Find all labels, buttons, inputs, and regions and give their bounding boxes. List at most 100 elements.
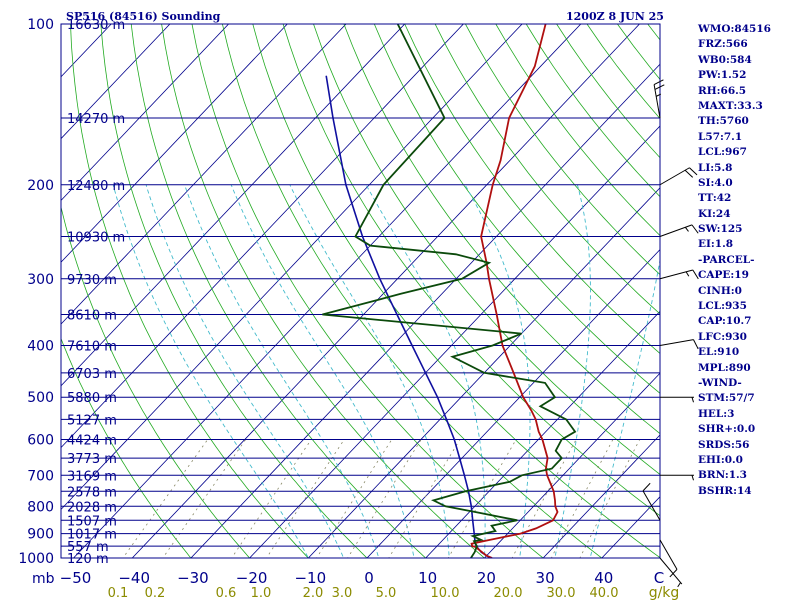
dewpoint-trace [322, 24, 577, 558]
index-item: SHR+:0.0 [698, 423, 756, 436]
index-item: WMO:84516 [698, 23, 771, 35]
wind-barb [659, 557, 683, 588]
stability-indices-panel: WMO:84516 FRZ:566 WB0:584 PW:1.52 RH:66.5 MAX… [698, 22, 771, 499]
moist-adiabat-line [464, 184, 531, 558]
dry-adiabat-line [434, 24, 660, 315]
temperature-tick-label: 30 [536, 569, 555, 587]
grid-lines [61, 24, 800, 569]
moist-adiabat-line [589, 257, 660, 558]
mixing-ratio-label: 0.2 [145, 586, 166, 600]
temperature-tick-label: 0 [364, 569, 374, 587]
dry-adiabat-line [61, 205, 251, 558]
index-item: KI:24 [698, 207, 731, 220]
wind-barb [642, 482, 661, 521]
isotherm-line [61, 24, 230, 202]
index-item: CAPE:19 [698, 269, 749, 282]
height-label: 14270 m [67, 112, 125, 127]
temperature-tick-label: 10 [418, 569, 437, 587]
mixing-ratio-label: 1.0 [251, 586, 272, 600]
dry-adiabat-line [191, 24, 544, 558]
index-item: L57:7.1 [698, 130, 743, 143]
dry-adiabat-line [130, 24, 427, 558]
dry-adiabat-line [343, 24, 660, 435]
wind-barb [660, 474, 694, 481]
dry-adiabat-line [61, 337, 192, 558]
isotherm-line [190, 63, 660, 558]
height-label: 5880 m [67, 391, 117, 406]
pressure-tick-label: 800 [27, 499, 54, 515]
index-item: SRDS:56 [698, 438, 750, 451]
height-label: 5127 m [67, 413, 117, 428]
index-item: SW:125 [698, 223, 743, 236]
wind-barb-flag [684, 226, 689, 232]
index-item: CINH:0 [698, 284, 742, 297]
moist-adiabat-line [230, 184, 415, 558]
index-item: SI:4.0 [698, 176, 733, 189]
index-item: TT:42 [698, 192, 732, 205]
pressure-tick-label: 200 [27, 178, 54, 194]
pressure-tick-label: 400 [27, 339, 54, 355]
wind-barb [659, 539, 678, 578]
dry-adiabat-line [769, 24, 800, 569]
mixing-ratio-line [550, 439, 614, 558]
height-label: 2028 m [67, 500, 117, 515]
wind-barb-staff [659, 539, 678, 570]
wind-barb-staff [642, 490, 661, 521]
wind-barb [659, 269, 699, 280]
height-label: 557 m [67, 540, 109, 555]
wind-barb-flag [689, 167, 698, 176]
index-item: LCL:967 [698, 146, 747, 159]
wind-barb-flag [654, 84, 665, 90]
isotherm-line [249, 125, 660, 558]
index-item: -WIND- [698, 376, 742, 389]
index-item: EHI:0.0 [698, 453, 743, 466]
mixing-ratio-label: 0.6 [216, 586, 237, 600]
pressure-unit-label: mb [32, 571, 55, 587]
pressure-tick-label: 900 [27, 527, 54, 543]
wind-barb-flag [642, 482, 651, 492]
mixing-ratio-label: 5.0 [376, 586, 397, 600]
mixing-ratio-label: 0.1 [108, 586, 129, 600]
dry-adiabat-line [465, 24, 660, 276]
moist-adiabat-line [184, 184, 380, 558]
isotherm-line [307, 187, 660, 558]
isotherm-line [61, 24, 288, 263]
index-item: EL:910 [698, 346, 740, 359]
isotherm-line [72, 24, 582, 558]
wind-barb-staff [659, 224, 693, 237]
height-label: 3169 m [67, 469, 117, 484]
index-item: PW:1.52 [698, 69, 747, 82]
index-item: BRN:1.3 [698, 469, 747, 482]
wind-barb-staff [659, 269, 693, 280]
dry-adiabat-line [313, 24, 660, 475]
height-label: 3773 m [67, 452, 117, 467]
index-item: STM:57/7 [698, 392, 755, 405]
wind-barb-flag [693, 339, 699, 350]
wind-barbs [642, 79, 699, 588]
temperature-tick-label: −30 [177, 569, 209, 587]
moist-adiabat-line [289, 184, 450, 558]
mixing-ratio-line [579, 439, 641, 558]
index-item: LFC:930 [698, 330, 747, 343]
wind-barb-staff [653, 84, 661, 119]
height-label: 10930 m [67, 230, 125, 245]
dry-adiabat-line [282, 24, 660, 517]
axis-labels: 16630 m 14270 m 12480 m 10930 m 9730 m 8610 m… [18, 17, 679, 600]
temperature-tick-label: −10 [294, 569, 326, 587]
height-label: 1017 m [67, 528, 117, 543]
index-item: WB0:584 [698, 53, 752, 66]
pressure-tick-label: 100 [27, 17, 54, 33]
index-item: EI:1.8 [698, 238, 734, 251]
wind-barb-flag [655, 93, 662, 97]
moist-adiabat-line [554, 184, 591, 558]
index-item: TH:5760 [698, 115, 749, 128]
wind-barb [660, 396, 694, 403]
plot-area [61, 24, 660, 558]
wind-barb-staff [659, 557, 683, 585]
index-item: MAXT:33.3 [698, 99, 763, 112]
height-label: 9730 m [67, 273, 117, 288]
mixing-ratio-line [347, 439, 422, 558]
height-label: 2578 m [67, 485, 117, 500]
isotherm-line [61, 24, 347, 325]
